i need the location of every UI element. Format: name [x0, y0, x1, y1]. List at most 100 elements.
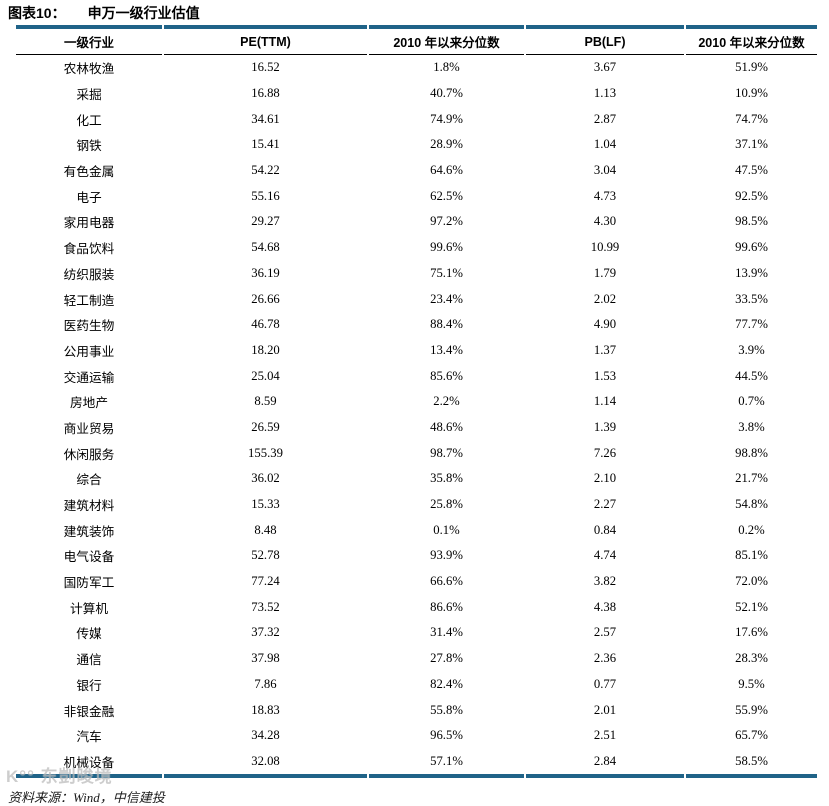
- value-cell: 155.39: [248, 445, 283, 460]
- value-cell: 29.27: [251, 214, 280, 229]
- value-cell: 99.6%: [735, 240, 768, 255]
- value-cell: 23.4%: [430, 291, 463, 306]
- industry-name-cell: 农林牧渔: [63, 62, 115, 77]
- industry-name-cell: 交通运输: [63, 370, 115, 385]
- industry-name-cell: 非银金融: [63, 704, 115, 719]
- industry-name-cell: 化工: [76, 113, 102, 128]
- industry-name-cell: 食品饮料: [63, 242, 115, 257]
- figure-label: 图表10：: [8, 5, 66, 21]
- industry-name-cell: 家用电器: [63, 216, 115, 231]
- table-row: 银行 7.86 82.4% 0.77 9.5%: [16, 672, 817, 698]
- table-row: 非银金融 18.83 55.8% 2.01 55.9%: [16, 697, 817, 723]
- value-cell: 36.02: [251, 471, 280, 486]
- industry-name-cell: 汽车: [76, 730, 102, 745]
- value-cell: 0.2%: [738, 522, 765, 537]
- value-cell: 2.84: [526, 749, 684, 779]
- value-cell: 99.6%: [430, 240, 463, 255]
- value-cell: 7.26: [593, 445, 617, 460]
- value-cell: 57.1%: [369, 749, 524, 779]
- industry-name-cell: 轻工制造: [63, 293, 115, 308]
- industry-name-cell: 银行: [76, 678, 102, 693]
- industry-name-cell: 建筑装饰: [63, 524, 115, 539]
- value-cell: 55.16: [251, 188, 280, 203]
- table-row: 化工 34.61 74.9% 2.87 74.7%: [16, 106, 817, 132]
- table-body: 农林牧渔 16.52 1.8% 3.67 51.9% 采掘 16.88 40.7% 1.13 10…: [16, 55, 817, 779]
- table-row: 食品饮料 54.68 99.6% 10.99 99.6%: [16, 235, 817, 261]
- value-cell: 2.51: [593, 728, 617, 743]
- table-row: 医药生物 46.78 88.4% 4.90 77.7%: [16, 312, 817, 338]
- value-cell: 4.73: [593, 188, 617, 203]
- value-cell: 4.38: [593, 599, 617, 614]
- value-cell: 26.59: [251, 419, 280, 434]
- value-cell: 98.5%: [735, 214, 768, 229]
- table-row: 商业贸易 26.59 48.6% 1.39 3.8%: [16, 415, 817, 441]
- table-row: 纺织服装 36.19 75.1% 1.79 13.9%: [16, 261, 817, 287]
- value-cell: 15.41: [251, 137, 280, 152]
- value-cell: 25.8%: [430, 497, 463, 512]
- value-cell: 1.37: [593, 342, 617, 357]
- value-cell: 4.30: [593, 214, 617, 229]
- value-cell: 10.9%: [735, 86, 768, 101]
- value-cell: 35.8%: [430, 471, 463, 486]
- value-cell: 28.9%: [430, 137, 463, 152]
- value-cell: 55.8%: [430, 702, 463, 717]
- value-cell: 2.2%: [433, 394, 460, 409]
- value-cell: 2.57: [593, 625, 617, 640]
- table-row: 汽车 34.28 96.5% 2.51 65.7%: [16, 723, 817, 749]
- value-cell: 64.6%: [430, 163, 463, 178]
- industry-valuation-table: 一级行业 PE(TTM) 2010 年以来分位数 PB(LF) 2010 年以来分位数 …: [14, 25, 819, 779]
- value-cell: 77.7%: [735, 317, 768, 332]
- source-note: 资料来源：Wind，中信建投: [8, 790, 165, 805]
- value-cell: 46.78: [251, 317, 280, 332]
- value-cell: 1.13: [593, 86, 617, 101]
- industry-name-cell: 电气设备: [63, 550, 115, 565]
- value-cell: 3.8%: [738, 419, 765, 434]
- table-row: 机械设备 32.08 57.1% 2.84 58.5%: [16, 749, 817, 779]
- industry-name-cell: 纺织服装: [63, 267, 115, 282]
- industry-name-cell: 通信: [76, 653, 102, 668]
- value-cell: 9.5%: [738, 676, 765, 691]
- value-cell: 97.2%: [430, 214, 463, 229]
- industry-name-cell: 传媒: [76, 627, 102, 642]
- value-cell: 37.32: [251, 625, 280, 640]
- value-cell: 73.52: [251, 599, 280, 614]
- value-cell: 31.4%: [430, 625, 463, 640]
- value-cell: 18.20: [251, 342, 280, 357]
- value-cell: 98.8%: [735, 445, 768, 460]
- value-cell: 34.28: [251, 728, 280, 743]
- value-cell: 72.0%: [735, 574, 768, 589]
- value-cell: 16.88: [251, 86, 280, 101]
- table-row: 农林牧渔 16.52 1.8% 3.67 51.9%: [16, 55, 817, 81]
- value-cell: 92.5%: [735, 188, 768, 203]
- industry-name-cell: 休闲服务: [63, 447, 115, 462]
- industry-name-cell: 国防军工: [63, 576, 115, 591]
- value-cell: 2.36: [593, 651, 617, 666]
- value-cell: 1.53: [593, 368, 617, 383]
- table-row: 交通运输 25.04 85.6% 1.53 44.5%: [16, 363, 817, 389]
- value-cell: 54.8%: [735, 497, 768, 512]
- value-cell: 77.24: [251, 574, 280, 589]
- table-row: 房地产 8.59 2.2% 1.14 0.7%: [16, 389, 817, 415]
- value-cell: 62.5%: [430, 188, 463, 203]
- value-cell: 85.1%: [735, 548, 768, 563]
- value-cell: 40.7%: [430, 86, 463, 101]
- industry-name-cell: 有色金属: [63, 165, 115, 180]
- column-header-4: 2010 年以来分位数: [686, 25, 817, 55]
- value-cell: 98.7%: [430, 445, 463, 460]
- table-row: 国防军工 77.24 66.6% 3.82 72.0%: [16, 569, 817, 595]
- value-cell: 2.87: [593, 111, 617, 126]
- table-row: 电子 55.16 62.5% 4.73 92.5%: [16, 183, 817, 209]
- value-cell: 34.61: [251, 111, 280, 126]
- value-cell: 1.04: [593, 137, 617, 152]
- value-cell: 51.9%: [735, 60, 768, 75]
- value-cell: 96.5%: [430, 728, 463, 743]
- industry-name-cell: 公用事业: [63, 344, 115, 359]
- value-cell: 2.10: [593, 471, 617, 486]
- figure-title: 申万一级行业估值: [87, 5, 200, 21]
- value-cell: 3.9%: [738, 342, 765, 357]
- table-row: 钢铁 15.41 28.9% 1.04 37.1%: [16, 132, 817, 158]
- value-cell: 33.5%: [735, 291, 768, 306]
- value-cell: 13.9%: [735, 265, 768, 280]
- industry-name-cell: 计算机: [69, 601, 109, 616]
- value-cell: 93.9%: [430, 548, 463, 563]
